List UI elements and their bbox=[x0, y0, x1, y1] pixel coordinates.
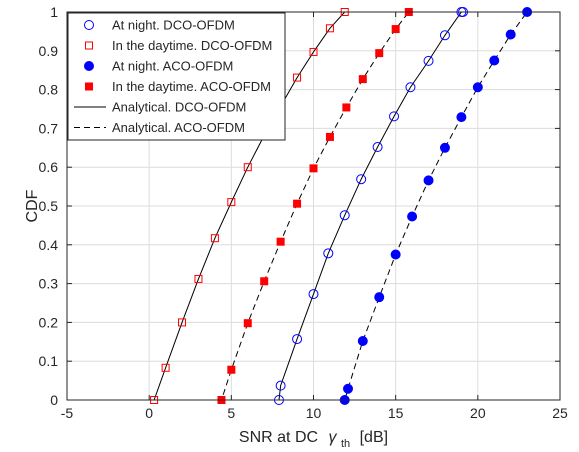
analytical-curve-dco-night bbox=[67, 11, 560, 401]
y-tick-label: 0.1 bbox=[39, 353, 59, 369]
data-point-night-dco bbox=[389, 111, 400, 122]
legend-box bbox=[67, 12, 286, 141]
data-point-night-aco bbox=[423, 175, 434, 186]
legend-entry-label: At night. ACO-OFDM bbox=[112, 59, 233, 74]
data-point-night-dco bbox=[423, 55, 434, 66]
analytical-curve-dco-daytime bbox=[67, 11, 560, 401]
legend-entry-label: In the daytime. DCO-OFDM bbox=[112, 38, 272, 53]
x-axis-label-unit: [dB] bbox=[360, 429, 388, 446]
data-point-night-aco bbox=[489, 55, 500, 66]
data-point-night-dco bbox=[339, 210, 350, 221]
y-tick-label: 0.9 bbox=[39, 43, 59, 59]
data-point-night-aco bbox=[472, 82, 483, 93]
x-tick-label: 15 bbox=[388, 405, 404, 421]
data-point-daytime-aco bbox=[325, 132, 334, 141]
x-tick-label: 20 bbox=[470, 405, 486, 421]
y-tick-label: 1 bbox=[50, 4, 58, 20]
y-axis-label: CDF bbox=[24, 189, 41, 222]
data-point-daytime-dco bbox=[161, 363, 170, 372]
legend-marker bbox=[85, 41, 93, 50]
data-point-daytime-dco bbox=[243, 163, 252, 172]
legend-marker bbox=[85, 82, 93, 91]
data-point-daytime-aco bbox=[342, 103, 351, 112]
data-point-night-aco bbox=[439, 142, 450, 153]
y-tick-label: 0.5 bbox=[39, 198, 59, 214]
data-point-night-aco bbox=[390, 249, 401, 260]
data-point-daytime-dco bbox=[194, 274, 203, 283]
data-point-daytime-aco bbox=[375, 49, 384, 58]
data-point-daytime-aco bbox=[276, 237, 285, 246]
legend-entry-label: At night. DCO-OFDM bbox=[112, 18, 235, 33]
data-point-daytime-aco bbox=[309, 164, 318, 173]
y-tick-label: 0 bbox=[50, 392, 58, 408]
tick-labels: -5 0 5 10 15 20 2500.10.20.30.40.50.60.70.80.9… bbox=[39, 4, 568, 421]
y-tick-label: 0.2 bbox=[39, 314, 59, 330]
x-tick-label: 0 bbox=[145, 405, 153, 421]
data-point-daytime-dco bbox=[210, 234, 219, 243]
legend-entry-label: In the daytime. ACO-OFDM bbox=[112, 79, 271, 94]
legend-marker bbox=[84, 61, 94, 71]
data-point-night-aco bbox=[456, 112, 467, 123]
data-point-night-aco bbox=[374, 292, 385, 303]
data-point-daytime-aco bbox=[358, 75, 367, 84]
legend: At night. DCO-OFDM In the daytime. DCO-OF… bbox=[67, 12, 286, 141]
data-point-daytime-aco bbox=[260, 277, 269, 286]
x-axis-label: SNR at DC γ th [dB] bbox=[239, 429, 388, 451]
data-point-night-dco bbox=[292, 334, 303, 345]
data-point-night-dco bbox=[405, 82, 416, 93]
data-point-night-dco bbox=[372, 142, 383, 153]
axes-frame bbox=[66, 11, 561, 401]
legend-entry-label: Analytical. DCO-OFDM bbox=[112, 100, 246, 115]
data-point-daytime-dco bbox=[293, 73, 302, 82]
legend-entry-label: Analytical. ACO-OFDM bbox=[112, 120, 245, 135]
x-tick-label: 5 bbox=[227, 405, 235, 421]
x-axis-label-subscript: th bbox=[341, 438, 350, 450]
data-point-night-dco bbox=[275, 380, 286, 391]
data-point-daytime-dco bbox=[227, 198, 236, 207]
data-point-night-aco bbox=[357, 336, 368, 347]
data-point-daytime-aco bbox=[391, 25, 400, 34]
legend-marker bbox=[84, 20, 94, 30]
data-point-daytime-aco bbox=[243, 319, 252, 328]
data-point-daytime-dco bbox=[325, 24, 334, 33]
y-tick-label: 0.8 bbox=[39, 82, 59, 98]
data-point-night-aco bbox=[343, 383, 354, 394]
y-tick-label: 0.3 bbox=[39, 276, 59, 292]
x-tick-label: 25 bbox=[552, 405, 568, 421]
data-point-night-dco bbox=[323, 248, 334, 259]
y-tick-label: 0.4 bbox=[39, 237, 59, 253]
data-point-night-aco bbox=[505, 29, 516, 40]
data-point-daytime-aco bbox=[227, 365, 236, 374]
x-tick-label: 10 bbox=[306, 405, 322, 421]
x-axis-label-main: SNR at DC bbox=[239, 429, 318, 446]
data-point-night-dco bbox=[356, 174, 367, 185]
x-tick-label: -5 bbox=[61, 405, 74, 421]
y-tick-label: 0.6 bbox=[39, 159, 59, 175]
data-point-night-dco bbox=[308, 289, 319, 300]
x-axis-label-symbol: γ bbox=[329, 429, 338, 446]
data-point-night-dco bbox=[439, 30, 450, 41]
data-point-daytime-dco bbox=[178, 318, 187, 327]
data-point-night-aco bbox=[407, 211, 418, 222]
data-point-daytime-dco bbox=[309, 47, 318, 56]
y-tick-label: 0.7 bbox=[39, 120, 59, 136]
data-point-daytime-aco bbox=[293, 199, 302, 208]
